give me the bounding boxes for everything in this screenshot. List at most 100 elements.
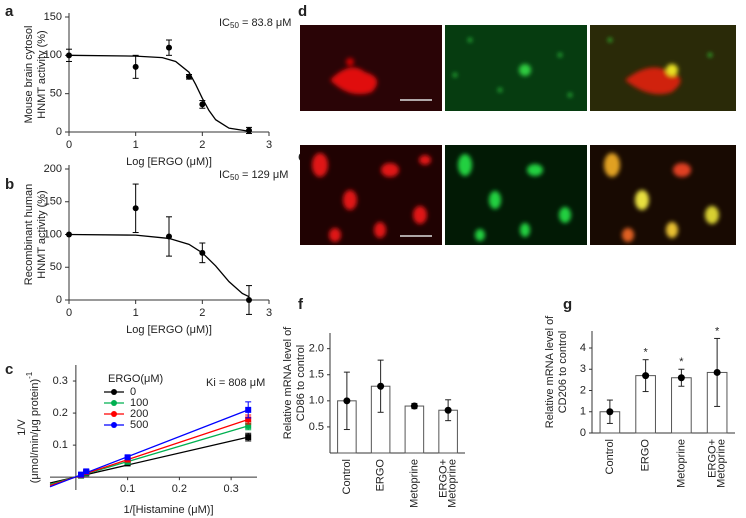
fit-curve (68, 233, 250, 298)
subscript: 50 (230, 21, 239, 30)
annotation: IC50 = 83.8 μM (219, 17, 291, 30)
y-axis-label-part: CD206 to control (557, 331, 569, 414)
y-tick-label: 0.3 (53, 375, 68, 387)
data-point (132, 205, 139, 212)
x-axis-label: Log [ERGO (μM)] (126, 156, 212, 168)
y-tick-label: 100 (44, 228, 62, 240)
legend-marker (111, 422, 117, 428)
x-tick-label: 2 (199, 307, 205, 319)
x-tick-label: 1 (133, 307, 139, 319)
y-axis-label: CD86 to control (295, 345, 307, 421)
legend-label: 0 (130, 386, 136, 398)
panel-letter: a (5, 3, 14, 20)
x-tick-label: ERGO+ (438, 459, 450, 498)
data-point (66, 52, 72, 59)
y-tick-label: 4 (580, 342, 586, 354)
annotation: Ki = 808 μM (206, 377, 265, 389)
panel-letter: c (5, 361, 13, 378)
mean-point (606, 408, 614, 416)
x-tick-label: 0.2 (172, 483, 187, 495)
y-axis-label-part: 1/V (16, 419, 28, 436)
x-tick-label: Control (341, 459, 353, 494)
mean-point (713, 368, 721, 376)
data-point (78, 471, 85, 478)
fit-curve (68, 54, 250, 132)
panel-letter: g (563, 296, 572, 313)
annotation-part: IC (219, 169, 230, 181)
mean-point (377, 382, 385, 390)
x-tick-label: Metoprine (675, 439, 687, 488)
y-axis-label-part: (μmol/min/μg protein) (29, 379, 41, 483)
mean-point (343, 397, 351, 405)
bar (404, 405, 425, 454)
superscript: -1 (25, 371, 34, 379)
legend-marker (111, 389, 117, 395)
micrograph-row (300, 25, 736, 111)
x-tick-label: 0.1 (120, 483, 135, 495)
x-tick-label: 2 (199, 139, 205, 151)
y-tick-label: 100 (44, 49, 62, 61)
y-axis-label-part: CD86 to control (295, 345, 307, 421)
panel-letter: f (298, 296, 304, 313)
y-tick-label: 1.0 (309, 395, 324, 407)
y-axis-label: HNMT activity (%) (36, 190, 48, 278)
y-axis-label: HNMT activity (%) (36, 30, 48, 118)
x-tick-label: 1 (133, 139, 139, 151)
legend-marker (111, 400, 117, 406)
data-point (199, 101, 206, 108)
y-axis-label: Relative mRNA level of (544, 315, 556, 428)
x-tick-label: Metoprine (447, 459, 459, 508)
annotation-part: IC (219, 17, 230, 29)
y-tick-label: 0.2 (53, 407, 68, 419)
annotation: IC50 = 129 μM (219, 169, 288, 182)
data-point (186, 73, 192, 80)
x-axis-label: Log [ERGO (μM)] (126, 324, 212, 336)
legend-marker (111, 411, 117, 417)
data-point (124, 454, 131, 461)
y-tick-label: 0.5 (309, 421, 324, 433)
y-axis-label: CD206 to control (557, 331, 569, 414)
y-tick-label: 150 (44, 196, 62, 208)
y-tick-label: 0 (580, 427, 586, 439)
x-tick-label: Metoprine (408, 459, 420, 508)
y-axis-label-part: Relative mRNA level of (282, 326, 294, 439)
mean-point (642, 372, 650, 380)
data-point (245, 434, 252, 441)
data-point (166, 44, 172, 51)
data-point (83, 468, 90, 475)
mean-point (677, 374, 685, 382)
y-axis-label-part: Recombinant human (23, 184, 35, 286)
legend-label: 100 (130, 397, 148, 409)
significance-marker: * (643, 347, 648, 359)
x-tick-label: 0 (66, 139, 72, 151)
y-tick-label: 0 (56, 294, 62, 306)
x-tick-label: 0 (66, 307, 72, 319)
data-point (166, 233, 172, 240)
annotation-part: = 83.8 μM (239, 17, 292, 29)
y-axis-label-part: Mouse brain cytosol (23, 26, 35, 124)
data-point (246, 127, 252, 134)
y-tick-label: 3 (580, 363, 586, 375)
legend-label: 200 (130, 408, 148, 420)
y-tick-label: 50 (50, 261, 62, 273)
annotation-part: = 129 μM (239, 169, 288, 181)
subscript: 50 (230, 173, 239, 182)
y-axis-label-part: Relative mRNA level of (544, 315, 556, 428)
data-point (66, 231, 72, 238)
y-axis-label: (μmol/min/μg protein)-1 (25, 371, 41, 483)
micrograph-row (300, 145, 736, 245)
data-point (245, 416, 252, 423)
legend-label: 500 (130, 419, 148, 431)
data-point (245, 406, 252, 413)
x-tick-label: Metoprine (716, 439, 728, 488)
mean-point (444, 406, 452, 414)
y-axis-label-part: HNMT activity (%) (36, 30, 48, 118)
y-tick-label: 0.1 (53, 439, 68, 451)
legend-title: ERGO(μM) (108, 373, 163, 385)
y-tick-label: 50 (50, 88, 62, 100)
y-tick-label: 200 (44, 163, 62, 175)
y-tick-label: 1.5 (309, 369, 324, 381)
x-axis-label: 1/[Histamine (μM)] (123, 504, 213, 516)
y-axis-label: Mouse brain cytosol (23, 26, 35, 124)
